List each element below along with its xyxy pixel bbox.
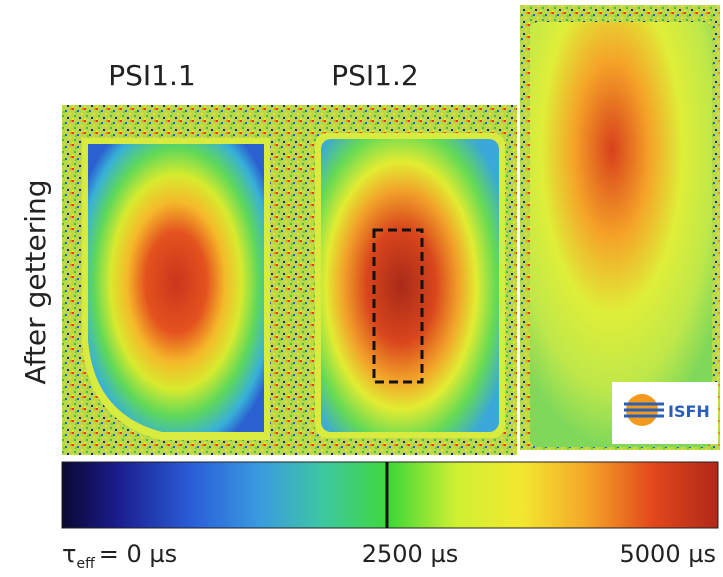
colorbar-label: 5000 µs xyxy=(620,540,716,568)
row-label: After gettering xyxy=(19,179,52,384)
symbol: τ xyxy=(62,540,76,568)
sample-label: PSI1.2 xyxy=(331,59,418,92)
colorbar-label: τeff= 0 µs xyxy=(62,540,177,572)
min-label: = 0 µs xyxy=(99,540,177,568)
logo-text: ISFH xyxy=(668,402,710,421)
colorbar-label: 2500 µs xyxy=(362,540,458,568)
figure: PSI1.1 PSI1.2 After gettering ISFH τeff=… xyxy=(0,0,723,577)
sample-label: PSI1.1 xyxy=(108,59,195,92)
subscript: eff xyxy=(76,556,95,572)
wafer-map xyxy=(321,139,499,432)
wafer-map xyxy=(88,144,264,432)
colorbar xyxy=(62,462,718,528)
